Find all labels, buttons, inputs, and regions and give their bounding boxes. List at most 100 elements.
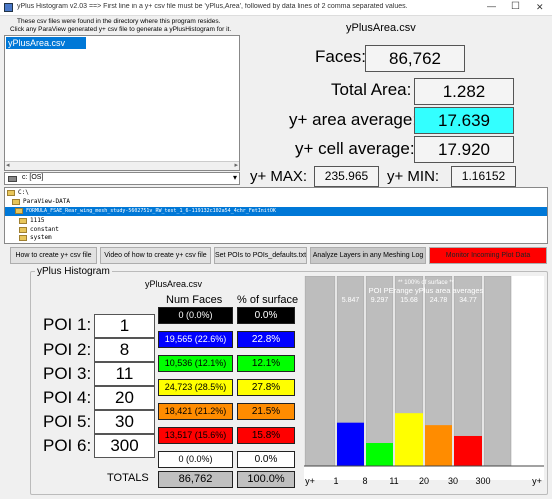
faces-count-cell: 19,565 (22.6%) xyxy=(158,331,233,348)
stats-file-name: yPlusArea.csv xyxy=(346,22,416,34)
total-faces-cell: 86,762 xyxy=(158,471,233,488)
histogram-bar xyxy=(337,422,364,466)
faces-label: Faces: xyxy=(315,47,367,66)
video-button[interactable]: Video of how to create y+ csv file xyxy=(100,247,211,264)
folder-open-icon xyxy=(7,190,15,196)
histogram-group-label: yPlus Histogram xyxy=(35,266,112,277)
instruction-line-2: Click any ParaView generated y+ csv file… xyxy=(10,26,232,33)
drive-value: c: [OS] xyxy=(22,174,44,181)
poi-input[interactable] xyxy=(94,314,155,338)
percent-cell: 27.8% xyxy=(237,379,295,396)
folder-tree-row-selected[interactable]: FORMULA_FSAE_Rear_wing_mesh_study-560275… xyxy=(5,207,547,216)
histogram-bar xyxy=(366,443,393,466)
percent-surface-header: % of surface xyxy=(237,294,299,306)
range-column xyxy=(483,276,512,467)
poi-input[interactable] xyxy=(94,434,155,458)
folder-name: ParaView-DATA xyxy=(23,198,70,205)
file-list-scrollbar[interactable]: ◂ ▸ xyxy=(5,161,239,170)
total-area-label: Total Area: xyxy=(331,80,412,99)
area-average-value: 17.639 xyxy=(414,107,514,134)
poi-label: POI 4: xyxy=(43,388,92,407)
x-tick-label: 30 xyxy=(448,476,458,486)
yplus-max-label: y+ MAX: xyxy=(250,168,308,185)
how-to-create-button[interactable]: How to create y+ csv file xyxy=(10,247,97,264)
poi-label: POI 1: xyxy=(43,315,92,334)
poi-label: POI 3: xyxy=(43,364,92,383)
monitor-plot-button[interactable]: Monitor Incoming Plot Data xyxy=(429,247,547,264)
faces-count-cell: 0 (0.0%) xyxy=(158,451,233,468)
folder-name: system xyxy=(30,234,52,241)
drive-icon xyxy=(8,176,17,182)
cell-average-label: y+ cell average: xyxy=(295,139,415,158)
x-tick-label: 8 xyxy=(362,476,367,486)
percent-cell: 0.0% xyxy=(237,307,295,324)
poi-input[interactable] xyxy=(94,362,155,386)
title-bar: yPlus Histogram v2.03 ==> First line in … xyxy=(0,0,552,16)
scroll-left-icon[interactable]: ◂ xyxy=(6,162,10,169)
window-title: yPlus Histogram v2.03 ==> First line in … xyxy=(17,3,408,10)
histogram-file-name: yPlusArea.csv xyxy=(145,279,203,289)
yplus-min-value: 1.16152 xyxy=(451,166,516,187)
folder-name: C:\ xyxy=(18,189,29,196)
yplus-max-value: 235.965 xyxy=(314,166,379,187)
x-tick-label: 1 xyxy=(333,476,338,486)
poi-label: POI 6: xyxy=(43,436,92,455)
percent-cell: 21.5% xyxy=(237,403,295,420)
histogram-group xyxy=(30,271,548,495)
folder-tree[interactable]: C:\ ParaView-DATA FORMULA_FSAE_Rear_wing… xyxy=(4,187,548,244)
cell-average-value: 17.920 xyxy=(414,136,514,163)
close-button[interactable]: ✕ xyxy=(536,2,544,12)
faces-count-cell: 0 (0.0%) xyxy=(158,307,233,324)
totals-label: TOTALS xyxy=(107,472,149,484)
folder-icon xyxy=(19,218,27,224)
faces-count-cell: 24,723 (28.5%) xyxy=(158,379,233,396)
x-tick-label: 20 xyxy=(419,476,429,486)
faces-count-cell: 13,517 (15.6%) xyxy=(158,427,233,444)
folder-icon xyxy=(19,235,27,241)
range-column xyxy=(304,276,336,467)
poi-input[interactable] xyxy=(94,338,155,362)
maximize-button[interactable]: ☐ xyxy=(511,1,520,12)
poi-label: POI 5: xyxy=(43,412,92,431)
instruction-line-1: These csv files were found in the direct… xyxy=(17,18,221,25)
chart-subtitle: POI PErange yPlus area averages xyxy=(369,286,484,295)
folder-icon xyxy=(19,227,27,233)
percent-cell: 15.8% xyxy=(237,427,295,444)
num-faces-header: Num Faces xyxy=(166,294,223,306)
histogram-bar xyxy=(395,413,423,466)
percent-cell: 22.8% xyxy=(237,331,295,348)
total-percent-cell: 100.0% xyxy=(237,471,295,488)
faces-value: 86,762 xyxy=(365,45,465,72)
area-average-label: y+ area average: xyxy=(289,110,418,129)
minimize-button[interactable]: — xyxy=(487,1,496,11)
x-tick-label: y+ xyxy=(305,476,315,486)
folder-name: 1115 xyxy=(30,217,45,224)
total-area-value: 1.282 xyxy=(414,78,514,105)
range-average-label: 5.847 xyxy=(342,297,360,304)
histogram-chart: 5.847 9.297 15.68 24.78 34.77 y+ 1 8 11 20 30 300 y… xyxy=(304,276,544,486)
set-pois-button[interactable]: Set POIs to POIs_defaults.txt xyxy=(214,247,307,264)
folder-open-icon xyxy=(12,199,20,205)
file-list-item[interactable]: yPlusArea.csv xyxy=(6,37,86,49)
analyze-layers-button[interactable]: Analyze Layers in any Meshing Log xyxy=(310,247,426,264)
poi-input[interactable] xyxy=(94,386,155,410)
x-tick-label: 11 xyxy=(389,476,398,486)
scroll-right-icon[interactable]: ▸ xyxy=(234,162,238,169)
range-average-label: 9.297 xyxy=(371,297,389,304)
chevron-down-icon[interactable]: ▾ xyxy=(232,173,237,182)
poi-input[interactable] xyxy=(94,410,155,434)
range-average-label: 24.78 xyxy=(430,297,448,304)
yplus-min-label: y+ MIN: xyxy=(387,168,440,185)
app-icon xyxy=(4,3,13,12)
chart-top-note: ** 100% of surface ** xyxy=(398,280,455,286)
histogram-bar xyxy=(425,425,452,466)
x-tick-label: y+ xyxy=(532,476,542,486)
percent-cell: 0.0% xyxy=(237,451,295,468)
file-list[interactable]: ◂ ▸ yPlusArea.csv xyxy=(4,35,240,171)
folder-open-icon xyxy=(15,208,23,214)
drive-select[interactable]: c: [OS] ▾ xyxy=(4,172,240,185)
range-column xyxy=(365,276,394,467)
range-average-label: 34.77 xyxy=(459,297,477,304)
x-tick-label: 300 xyxy=(475,476,490,486)
percent-cell: 12.1% xyxy=(237,355,295,372)
